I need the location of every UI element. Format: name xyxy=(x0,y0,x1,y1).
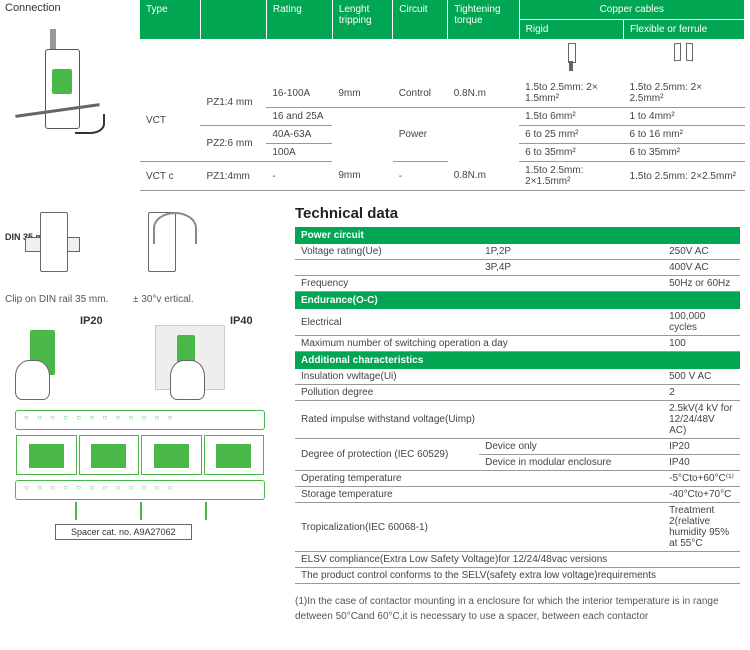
rigid-cable-icon xyxy=(565,43,577,73)
din-clip-diagram: DIN 35 mm xyxy=(5,207,95,292)
th-rating: Rating xyxy=(266,0,332,39)
power-circuit-header: Power circuit xyxy=(295,227,740,244)
table-row: VCT PZ1:4 mm 16-100A 9mm Control 0.8N.m … xyxy=(140,79,745,108)
footnote: (1)In the case of contactor mounting in … xyxy=(295,594,740,624)
additional-header: Additional characteristics xyxy=(295,352,740,370)
th-flexible: Flexible or ferrule xyxy=(624,20,745,40)
th-circuit: Circuit xyxy=(393,0,448,39)
th-copper: Copper cables xyxy=(519,0,744,20)
clip-caption: Clip on DIN rail 35 mm. xyxy=(5,294,108,305)
specifications-table: Type Rating Lenght tripping Circuit Tigh… xyxy=(140,0,745,197)
connection-diagram xyxy=(10,19,130,149)
vertical-diagram xyxy=(118,207,208,292)
rail-spacer-diagram: Spacer cat. no. A9A27062 xyxy=(5,410,275,540)
ip40-diagram: IP40 xyxy=(145,315,275,400)
endurance-header: Endurance(O-C) xyxy=(295,292,740,310)
th-rigid: Rigid xyxy=(519,20,623,40)
th-type: Type xyxy=(140,0,200,39)
th-length: Lenght tripping xyxy=(332,0,392,39)
table-row: 14mm3.5N.m xyxy=(140,191,745,198)
th-torque: Tightening torque xyxy=(448,0,519,39)
tech-data-title: Technical data xyxy=(295,205,740,222)
connection-label: Connection xyxy=(0,0,140,14)
spacer-label: Spacer cat. no. A9A27062 xyxy=(55,524,192,540)
ip20-diagram: IP20 xyxy=(5,315,135,400)
flexible-cable-icon xyxy=(672,43,696,73)
vertical-caption: ± 30°v ertical. xyxy=(118,294,208,305)
table-row: VCT c PZ1:4mm - 9mm - 0.8N.m 1.5to 2.5mm… xyxy=(140,162,745,191)
technical-data-table: Power circuit Voltage rating(Ue)1P,2P250… xyxy=(295,227,740,584)
